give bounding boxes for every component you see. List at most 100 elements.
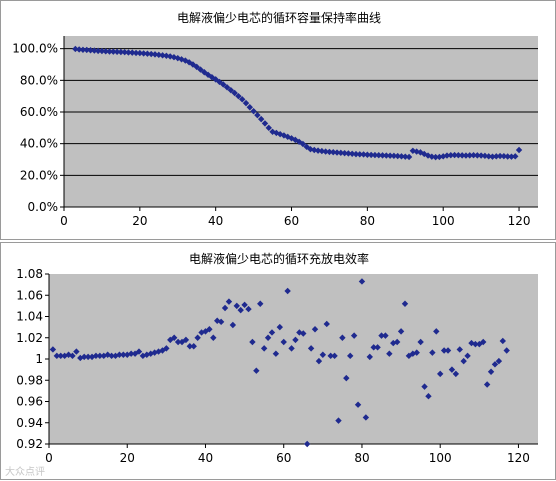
data-point [440,347,448,354]
data-point [237,306,244,314]
data-point [129,49,136,56]
data-point [73,348,80,355]
data-point [112,352,119,360]
data-point [65,351,72,358]
data-point [413,349,420,356]
data-point [233,302,240,310]
data-point [229,321,237,329]
data-point [303,440,311,448]
efficiency-chart-panel: 电解液偏少电芯的循环充放电效率 0.92 0.94 0.96 0.98 1 1.02 1.0… [0,242,556,480]
data-point [352,150,360,158]
x-tick-label: 100 [432,214,455,228]
data-point [375,152,382,159]
data-point [432,153,439,161]
data-point [79,46,87,53]
data-point [483,381,491,388]
data-point [100,352,107,360]
data-point [91,47,98,54]
data-point [81,353,88,361]
y-tick-label: 60.0% [20,105,58,119]
data-point [127,350,135,357]
y-tick-label: 20.0% [20,168,58,182]
data-point [429,349,436,356]
data-point [333,149,341,156]
data-point [208,73,216,81]
data-point [53,352,61,360]
data-point [444,347,452,354]
data-point [433,328,440,335]
data-point [382,332,389,339]
data-point [182,336,190,344]
data-point [144,50,151,57]
data-point [462,152,470,159]
chart-title: 电解液偏少电芯的循环容量保持率曲线 [177,10,381,25]
data-point [335,417,342,424]
data-point [402,153,409,160]
data-point [75,46,83,53]
data-point [474,152,481,159]
data-point [327,352,334,360]
data-point [379,152,386,159]
data-point [223,84,231,91]
data-point [61,352,68,360]
x-tick-label: 120 [508,214,531,228]
data-point [477,152,485,159]
data-point [500,152,508,160]
data-point [364,151,371,158]
data-point [330,149,337,156]
y-tick-label: 0.98 [16,373,43,387]
data-point [245,305,252,313]
data-point [468,339,475,347]
data-point [360,151,367,158]
data-point [299,140,307,148]
data-point [84,353,92,361]
data-point [217,318,225,326]
data-point [447,152,454,159]
plot-background [49,274,538,444]
data-point [397,328,405,335]
data-point [268,329,276,336]
data-point [106,48,113,55]
y-tick-label: 1.06 [16,288,43,302]
data-point [117,48,125,56]
data-point [425,392,432,400]
watermark-text: 大众点评 [5,467,45,478]
data-point [343,374,350,382]
data-point [322,148,329,155]
data-point [174,338,182,346]
plot-area: 0.92 0.94 0.96 0.98 1 1.02 1.04 1.06 1.08 0 20 40 60… [16,267,538,465]
data-point [495,357,503,365]
data-point [485,153,492,160]
data-point [250,108,257,115]
data-point [220,81,227,88]
data-point [390,152,398,160]
data-point [421,383,428,390]
data-point [231,89,238,97]
data-point [350,332,358,339]
data-point [504,153,511,160]
x-tick-label: 0 [60,214,68,228]
capacity-retention-chart: 电解液偏少电芯的循环容量保持率曲线 0.0% 20.0% 40.0% 60.0% 80.… [12,10,538,228]
data-point [210,334,217,341]
data-point [366,353,373,361]
data-point [460,357,467,365]
x-tick-label: 20 [132,214,147,228]
data-point [452,370,460,378]
data-point [265,124,272,132]
data-point [489,153,496,160]
data-point [212,76,219,83]
data-point [326,148,333,156]
data-point [249,338,256,346]
y-tick-label: 0.0% [28,200,59,214]
plot-background [64,36,538,207]
x-tick-label: 60 [284,214,299,228]
data-point [315,357,323,365]
data-point [159,347,166,354]
y-tick-label: 1.02 [16,331,43,345]
y-tick-label: 0.92 [16,437,43,451]
data-point [319,351,327,358]
data-point [493,153,500,160]
data-point [69,352,76,360]
data-point [49,346,57,353]
